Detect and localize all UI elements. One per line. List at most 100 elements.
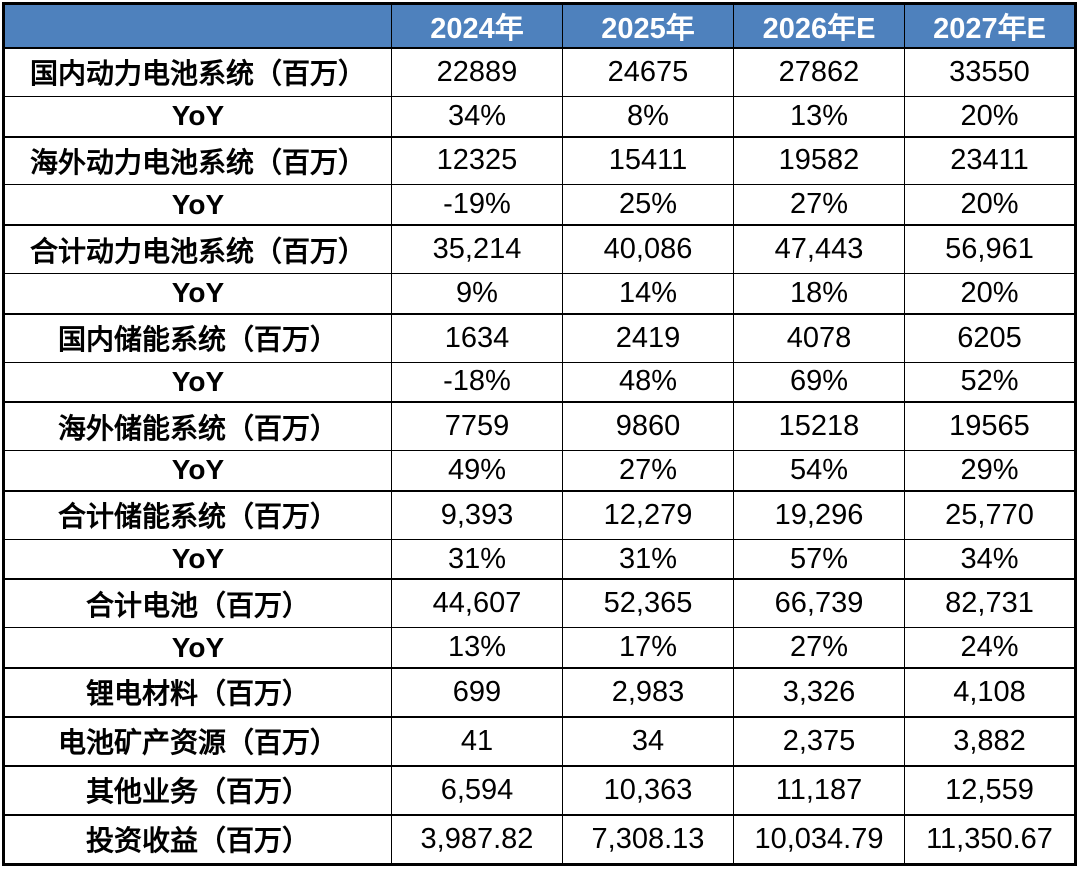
cell-value: 12,279	[562, 489, 734, 540]
cell-value: 11,350.67	[904, 813, 1076, 865]
cell-value: 4,108	[904, 666, 1076, 718]
table-row-battery-minerals: 电池矿产资源（百万） 41 34 2,375 3,882	[3, 715, 1076, 767]
cell-value: 66,739	[733, 578, 905, 629]
cell-value: 15218	[733, 401, 905, 452]
table-row-total-battery: 合计电池（百万） 44,607 52,365 66,739 82,731	[3, 578, 1076, 629]
table-row-domestic-power-battery: 国内动力电池系统（百万） 22889 24675 27862 33550	[3, 47, 1076, 97]
cell-value: 6205	[904, 312, 1076, 363]
cell-value: 48%	[562, 361, 734, 403]
corner-cell	[3, 3, 392, 49]
cell-value: 2,375	[733, 715, 905, 767]
cell-value: 20%	[904, 184, 1076, 226]
table-row-other-business: 其他业务（百万） 6,594 10,363 11,187 12,559	[3, 764, 1076, 816]
cell-value: 13%	[733, 95, 905, 138]
row-label: YoY	[3, 361, 392, 403]
cell-value: 31%	[391, 538, 563, 580]
cell-value: 34	[562, 715, 734, 767]
row-label: 投资收益（百万）	[3, 813, 392, 865]
table-row-total-storage: 合计储能系统（百万） 9,393 12,279 19,296 25,770	[3, 489, 1076, 540]
header-row: 2024年 2025年 2026年E 2027年E	[3, 3, 1076, 49]
cell-value: 13%	[391, 627, 563, 669]
cell-value: 20%	[904, 272, 1076, 315]
cell-value: 25%	[562, 184, 734, 226]
cell-value: 52%	[904, 361, 1076, 403]
cell-value: 40,086	[562, 224, 734, 274]
cell-value: 27%	[562, 450, 734, 492]
cell-value: 8%	[562, 95, 734, 138]
cell-value: 17%	[562, 627, 734, 669]
cell-value: 2419	[562, 312, 734, 363]
cell-value: 2,983	[562, 666, 734, 718]
cell-value: 34%	[391, 95, 563, 138]
table-row-yoy: YoY -19% 25% 27% 20%	[3, 184, 1076, 226]
cell-value: 57%	[733, 538, 905, 580]
cell-value: 3,882	[904, 715, 1076, 767]
table-row-domestic-storage: 国内储能系统（百万） 1634 2419 4078 6205	[3, 312, 1076, 363]
cell-value: 19,296	[733, 489, 905, 540]
table-row-yoy: YoY -18% 48% 69% 52%	[3, 361, 1076, 403]
cell-value: 24%	[904, 627, 1076, 669]
cell-value: 699	[391, 666, 563, 718]
cell-value: 4078	[733, 312, 905, 363]
table-row-overseas-storage: 海外储能系统（百万） 7759 9860 15218 19565	[3, 401, 1076, 452]
row-label: 电池矿产资源（百万）	[3, 715, 392, 767]
cell-value: -18%	[391, 361, 563, 403]
cell-value: 18%	[733, 272, 905, 315]
table-row-total-power-battery: 合计动力电池系统（百万） 35,214 40,086 47,443 56,961	[3, 224, 1076, 274]
row-label: 合计动力电池系统（百万）	[3, 224, 392, 274]
table-row-yoy: YoY 34% 8% 13% 20%	[3, 95, 1076, 138]
row-label: YoY	[3, 95, 392, 138]
row-label: 海外储能系统（百万）	[3, 401, 392, 452]
cell-value: 20%	[904, 95, 1076, 138]
cell-value: 23411	[904, 135, 1076, 186]
table-row-yoy: YoY 9% 14% 18% 20%	[3, 272, 1076, 315]
row-label: 海外动力电池系统（百万）	[3, 135, 392, 186]
cell-value: 25,770	[904, 489, 1076, 540]
cell-value: 27%	[733, 627, 905, 669]
table-row-lithium-materials: 锂电材料（百万） 699 2,983 3,326 4,108	[3, 666, 1076, 718]
cell-value: 11,187	[733, 764, 905, 816]
row-label: YoY	[3, 184, 392, 226]
cell-value: 56,961	[904, 224, 1076, 274]
row-label: YoY	[3, 538, 392, 580]
row-label: YoY	[3, 627, 392, 669]
row-label: 其他业务（百万）	[3, 764, 392, 816]
table-row-overseas-power-battery: 海外动力电池系统（百万） 12325 15411 19582 23411	[3, 135, 1076, 186]
cell-value: 3,987.82	[391, 813, 563, 865]
cell-value: 34%	[904, 538, 1076, 580]
cell-value: 24675	[562, 47, 734, 97]
cell-value: 9%	[391, 272, 563, 315]
col-header-2024: 2024年	[391, 3, 563, 49]
cell-value: 22889	[391, 47, 563, 97]
row-label: 锂电材料（百万）	[3, 666, 392, 718]
row-label: 国内储能系统（百万）	[3, 312, 392, 363]
cell-value: 54%	[733, 450, 905, 492]
table-row-investment-income: 投资收益（百万） 3,987.82 7,308.13 10,034.79 11,…	[3, 813, 1076, 865]
cell-value: 19565	[904, 401, 1076, 452]
cell-value: 52,365	[562, 578, 734, 629]
cell-value: 7,308.13	[562, 813, 734, 865]
cell-value: 15411	[562, 135, 734, 186]
cell-value: 1634	[391, 312, 563, 363]
cell-value: 9,393	[391, 489, 563, 540]
cell-value: 12,559	[904, 764, 1076, 816]
cell-value: 49%	[391, 450, 563, 492]
table-row-yoy: YoY 31% 31% 57% 34%	[3, 538, 1076, 580]
cell-value: 6,594	[391, 764, 563, 816]
cell-value: 7759	[391, 401, 563, 452]
col-header-2025: 2025年	[562, 3, 734, 49]
cell-value: 9860	[562, 401, 734, 452]
cell-value: 41	[391, 715, 563, 767]
row-label: YoY	[3, 450, 392, 492]
row-label: YoY	[3, 272, 392, 315]
table-row-yoy: YoY 13% 17% 27% 24%	[3, 627, 1076, 669]
cell-value: 19582	[733, 135, 905, 186]
table-row-yoy: YoY 49% 27% 54% 29%	[3, 450, 1076, 492]
cell-value: 10,363	[562, 764, 734, 816]
cell-value: 27%	[733, 184, 905, 226]
col-header-2026e: 2026年E	[733, 3, 905, 49]
cell-value: 27862	[733, 47, 905, 97]
cell-value: 10,034.79	[733, 813, 905, 865]
